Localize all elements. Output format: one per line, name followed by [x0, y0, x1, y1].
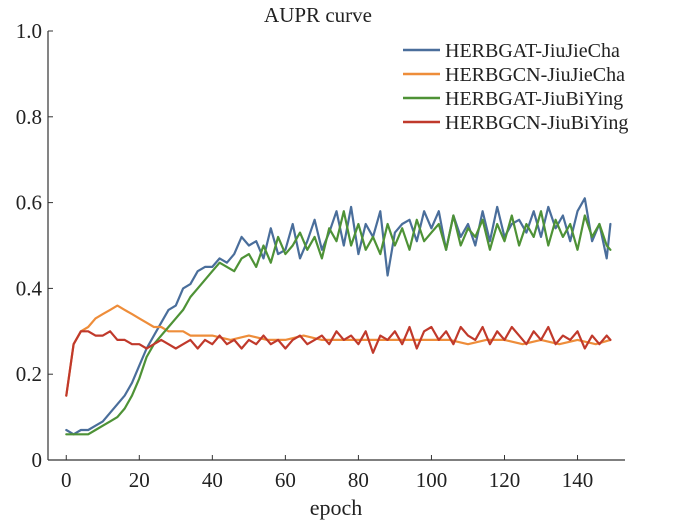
- y-tick-label: 0.6: [16, 191, 42, 215]
- legend-label: HERBGCN-JiuJieCha: [445, 64, 625, 86]
- x-axis-label: epoch: [310, 495, 363, 520]
- series-lines: [65, 197, 612, 436]
- y-tick-label: 0.4: [16, 276, 43, 300]
- x-tick-label: 0: [61, 468, 72, 492]
- series-line-herbgcn-jiujiecha: [65, 304, 612, 397]
- chart-title: AUPR curve: [264, 3, 372, 27]
- y-tick-label: 1.0: [16, 19, 42, 43]
- y-tick-label: 0.2: [16, 362, 42, 386]
- legend: HERBGAT-JiuJieChaHERBGCN-JiuJieChaHERBGA…: [403, 40, 628, 134]
- x-tick-label: 20: [129, 468, 150, 492]
- x-tick-label: 120: [489, 468, 521, 492]
- x-tick-label: 80: [348, 468, 369, 492]
- x-tick-label: 140: [562, 468, 594, 492]
- y-axis-ticks: 0 0.2 0.4 0.6 0.8 1.0: [16, 19, 53, 472]
- series-line-herbgat-jiubiying: [65, 210, 612, 436]
- x-tick-label: 40: [202, 468, 223, 492]
- legend-label: HERBGAT-JiuBiYing: [445, 88, 623, 110]
- x-axis-ticks: 0 20 40 60 80 100 120 140: [61, 455, 593, 492]
- x-tick-label: 100: [416, 468, 448, 492]
- y-tick-label: 0: [32, 448, 43, 472]
- legend-label: HERBGAT-JiuJieCha: [445, 40, 620, 62]
- series-line-herbgcn-jiubiying: [65, 325, 612, 397]
- y-tick-label: 0.8: [16, 105, 42, 129]
- x-tick-label: 60: [275, 468, 296, 492]
- legend-label: HERBGCN-JiuBiYing: [445, 112, 628, 134]
